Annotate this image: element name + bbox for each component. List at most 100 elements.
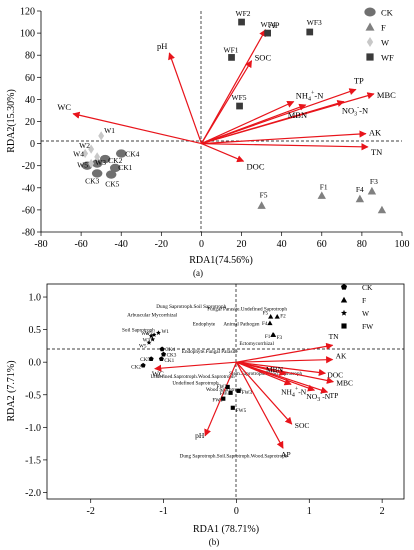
panel-b-annotation: Animal Pathogen	[223, 322, 260, 328]
panel-a-point-f	[317, 191, 326, 199]
panel-b-point-label: W1	[161, 329, 169, 335]
panel-b-point-f	[267, 320, 273, 326]
panel-b-annotation: Fungal Parasite.Undefined Saprotroph	[207, 306, 287, 313]
panel-b-arrow-label-ap: AP	[281, 450, 291, 459]
panel-a-y-tick-label: 80	[25, 51, 35, 62]
panel-b-points: CK1CK2CK3CK4CK5F1F2F3F4F5W1W2W3W4W5FW1FW…	[131, 311, 286, 414]
panel-b-arrow-label-ph: pH	[195, 431, 205, 440]
panel-a-y-tick-label: -40	[22, 183, 35, 194]
panel-b-legend-label: CK	[362, 283, 373, 292]
panel-a-arrow-label-tn: TN	[371, 147, 382, 157]
panel-b-point-label: F2	[280, 314, 286, 320]
panel-a-point-f	[257, 201, 266, 209]
panel-b-arrow-label-soc: SOC	[295, 421, 310, 430]
panel-b-y-tick-label: 1.0	[29, 293, 42, 304]
panel-b-y-tick-label: -0.5	[25, 390, 41, 401]
panel-a-arrow-label-no3-n: NO3--N	[342, 106, 368, 118]
panel-b-annotation: Undefined.Saprotroph.Wood.Saprotroph	[150, 373, 235, 380]
panel-b-point-label: F5	[263, 311, 269, 317]
panel-b-point-label: W2	[145, 331, 153, 337]
panel-b-point-ck	[140, 362, 146, 368]
panel-a-point-label: W4	[73, 150, 84, 159]
panel-a-point-w	[82, 148, 89, 159]
panel-a-y-tick-label: -80	[22, 228, 35, 239]
panel-b-tag: (b)	[209, 537, 220, 547]
panel-a-arrow-soc	[200, 60, 253, 144]
panel-b-annotation: Ectomycorrhizal	[239, 341, 274, 347]
panel-b-ticks: -2 -1 0 1 2 -2.0 -1.5 -1.0 -0.5 0.0 0.5 1.0	[25, 293, 384, 517]
panel-a-point-w	[88, 144, 95, 154]
panel-b-point-f	[270, 332, 277, 337]
panel-a-y-tick-label: 100	[20, 29, 35, 40]
panel-a-x-tick-label: 20	[237, 239, 247, 250]
panel-b-point-label: CK4	[165, 347, 175, 353]
panel-b-arrow-mbn	[236, 361, 287, 376]
panel-b-point-label: W4	[141, 331, 149, 337]
panel-b-arrow-ak	[236, 356, 334, 364]
panel-a-point-label: WF3	[307, 18, 322, 27]
panel-b-legend-marker-fw	[341, 323, 347, 329]
panel-b-point-w	[148, 333, 154, 339]
panel-a-y-axis-title: RDA2(15.30%)	[6, 89, 17, 153]
panel-a-arrow-label-doc: DOC	[247, 161, 265, 171]
panel-a-point-label: W2	[79, 141, 90, 150]
panel-a-point-label: W3	[95, 158, 106, 167]
panel-b-arrow-label-tn: TN	[329, 332, 340, 341]
panel-a-legend-marker-ck	[364, 7, 376, 17]
panel-b-x-tick-label: 1	[307, 506, 312, 517]
panel-a-y-tick-label: -20	[22, 161, 35, 172]
panel-a-legend-marker-wf	[366, 53, 374, 61]
panel-b-x-tick-label: 0	[234, 506, 239, 517]
panel-b-arrow-ph	[204, 361, 237, 437]
panel-b-point-label: CK1	[164, 358, 174, 364]
panel-a-x-tick-label: 40	[277, 239, 287, 250]
panel-a-arrow-wc	[72, 111, 202, 145]
panel-b-y-tick-label: -1.5	[25, 455, 41, 466]
panel-a-point-label: F4	[356, 185, 364, 194]
panel-b-arrow-label-tp: TP	[330, 391, 339, 400]
panel-a-arrow-label-nh4-n: NH4+-N	[296, 91, 324, 103]
panel-a-point-label: WF4	[261, 20, 276, 29]
panel-a-y-tick-label: 60	[25, 73, 35, 84]
panel-b-point-label: F4	[262, 321, 268, 327]
panel-b-arrow-nh4-n	[236, 361, 292, 386]
panel-b-point-fw	[221, 396, 226, 401]
panel-a-x-tick-label: 80	[357, 239, 367, 250]
panel-a-y-tick-label: 120	[20, 7, 35, 18]
panel-b-annotation: Endophyte	[193, 322, 216, 328]
panel-b-arrow-doc	[236, 361, 327, 377]
panel-b-point-f	[274, 313, 280, 319]
panel-a-arrow-ap	[200, 29, 267, 144]
panel-b-point-label: W5	[139, 344, 147, 350]
panel-a-point-label: CK2	[108, 156, 122, 165]
panel-a-y-tick-label: -60	[22, 205, 35, 216]
panel-a-arrow-nh4-n	[201, 101, 295, 145]
panel-b-rda-plot: -2 -1 0 1 2 -2.0 -1.5 -1.0 -0.5 0.0 0.5 1.0 Dung Sa…	[6, 283, 405, 547]
panel-b-arrow-wc	[154, 361, 237, 372]
panel-b-annotation: Undefined Saprotroph	[172, 379, 219, 386]
panel-b-point-ck	[158, 356, 164, 362]
panel-a-y-tick-label: 20	[25, 117, 35, 128]
panel-b-arrow-label-mbn: MBN	[266, 365, 284, 374]
panel-a-point-wf	[228, 54, 235, 61]
panel-b-point-label: CK2	[131, 364, 141, 370]
panel-a-arrow-tn	[201, 143, 369, 151]
panel-a-legend-label: WF	[381, 53, 394, 63]
panel-b-legend-marker-ck	[340, 283, 348, 290]
panel-a-axes	[40, 11, 402, 233]
panel-b-point-label: FW5	[236, 408, 247, 414]
panel-a-arrow-no3-n	[201, 99, 345, 145]
panel-b-point-label: FW1	[212, 398, 223, 404]
panel-a-arrow-label-mbc: MBC	[377, 90, 396, 100]
panel-a-point-wf	[306, 28, 314, 36]
panel-b-point-label: W3	[143, 337, 151, 343]
panel-b-point-fw	[225, 384, 230, 390]
panel-a-point-label: WF2	[236, 9, 251, 18]
panel-b-legend-label: W	[362, 309, 370, 318]
panel-a-tag: (a)	[193, 268, 203, 278]
panel-a-legend-label: F	[381, 23, 386, 33]
panel-a-point-wf	[264, 29, 271, 37]
